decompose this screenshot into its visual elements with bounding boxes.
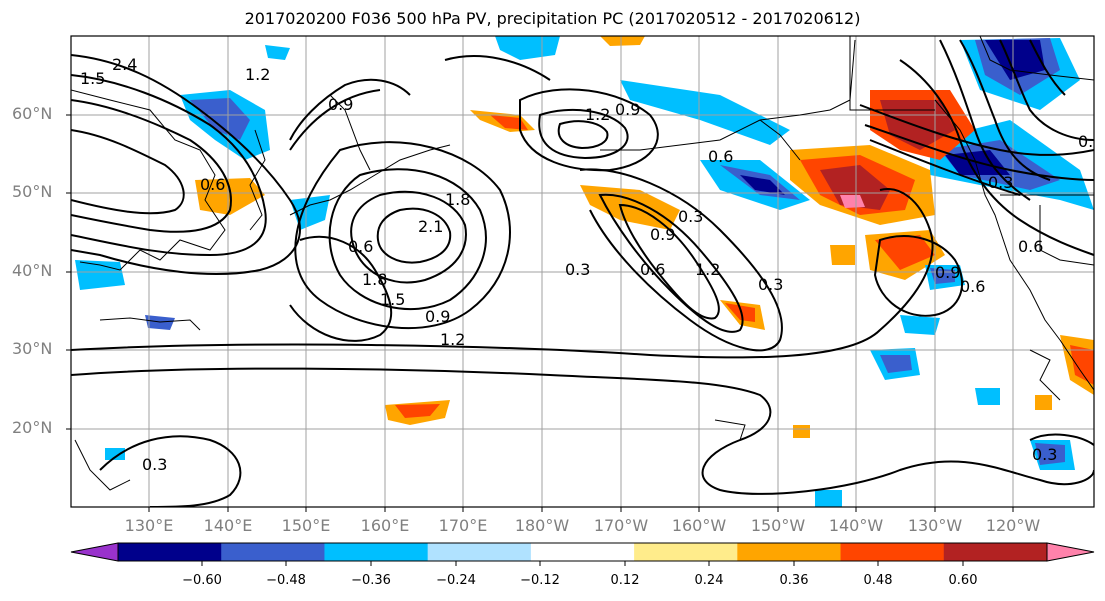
lat-label: 60°N: [12, 104, 53, 123]
lon-label: 120°W: [985, 516, 1041, 535]
map-title: 2017020200 F036 500 hPa PV, precipitatio…: [244, 9, 861, 28]
colorbar-tick-label: 0.48: [863, 573, 893, 588]
lon-label: 140°W: [828, 516, 884, 535]
axis-ticks: [66, 114, 1014, 512]
contour-label: 1.2: [695, 260, 720, 279]
contour-label: 0.6: [960, 277, 985, 296]
lon-label: 150°E: [281, 516, 331, 535]
contour-label: 1.2: [245, 65, 270, 84]
contour-label: 0.3: [1032, 445, 1057, 464]
contour-labels: 1.5 2.4 1.2 0.9 0.6 2.1 1.8 1.8 1.5 0.9 …: [80, 55, 1103, 474]
lon-label: 170°E: [438, 516, 488, 535]
colorbar-tick-label: −0.60: [182, 573, 222, 588]
gridlines: [71, 36, 1094, 507]
lon-label: 130°E: [124, 516, 174, 535]
contour-label: 1.5: [80, 69, 105, 88]
contour-label: 0.9: [425, 307, 450, 326]
contour-label: 2.1: [418, 217, 443, 236]
contour-label: 0.3: [565, 260, 590, 279]
contour-label: 0.3: [988, 173, 1013, 192]
contour-label: 0.6: [348, 237, 373, 256]
contour-label: 1.8: [445, 190, 470, 209]
lat-label: 20°N: [12, 418, 53, 437]
colorbar-tick-label: −0.12: [520, 573, 560, 588]
contour-label: 0.9: [650, 225, 675, 244]
colorbar-tick-label: 0.36: [779, 573, 809, 588]
lon-label: 170°W: [593, 516, 649, 535]
contour-label: 0.9: [328, 95, 353, 114]
contour-label: 0.6: [1018, 237, 1043, 256]
contour-label: 0.6: [708, 147, 733, 166]
colorbar-tick-label: 0.24: [694, 573, 724, 588]
colorbar-tick-label: −0.48: [266, 573, 306, 588]
contour-label: 0.3: [142, 455, 167, 474]
contour-label: 0.3: [758, 275, 783, 294]
lon-label: 150°W: [750, 516, 806, 535]
lon-label: 130°W: [907, 516, 963, 535]
contour-label: 1.2: [585, 105, 610, 124]
contour-label: 0.9: [615, 100, 640, 119]
contour-label: 1.8: [362, 270, 387, 289]
lat-label: 40°N: [12, 261, 53, 280]
colorbar-tick-label: −0.24: [436, 573, 476, 588]
pv-contours: [71, 39, 1094, 507]
lon-label: 160°E: [360, 516, 410, 535]
lat-label: 30°N: [12, 339, 53, 358]
contour-label: 0.6: [200, 175, 225, 194]
contour-label: 0.6: [640, 260, 665, 279]
lon-label: 140°E: [203, 516, 253, 535]
contour-label: 0.9: [1078, 132, 1103, 151]
lon-label: 180°W: [514, 516, 570, 535]
contour-label: 0.9: [935, 263, 960, 282]
contour-label: 2.4: [112, 55, 137, 74]
colorbar-tick-label: −0.36: [351, 573, 391, 588]
lon-label: 160°W: [671, 516, 727, 535]
contour-label: 1.2: [440, 330, 465, 349]
contour-label: 1.5: [380, 290, 405, 309]
colorbar-tick-label: 0.60: [948, 573, 978, 588]
colorbar-tick-label: 0.12: [610, 573, 640, 588]
contour-label: 0.3: [678, 207, 703, 226]
lat-label: 50°N: [12, 182, 53, 201]
